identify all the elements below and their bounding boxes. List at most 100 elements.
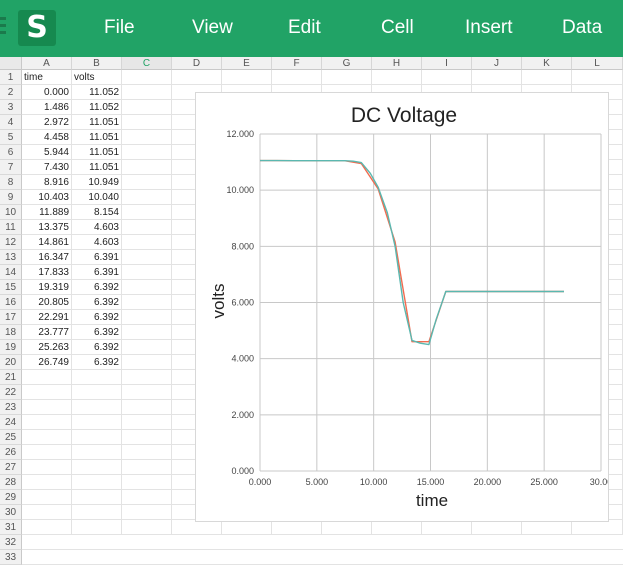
- row-header[interactable]: 1: [0, 70, 22, 85]
- cell-time[interactable]: 22.291: [38, 312, 69, 323]
- cell-volts[interactable]: 4.603: [93, 222, 119, 233]
- cell-time[interactable]: 7.430: [43, 162, 69, 173]
- cell-time[interactable]: 5.944: [43, 147, 69, 158]
- cell-time[interactable]: 26.749: [38, 357, 69, 368]
- row-header[interactable]: 7: [0, 160, 22, 175]
- cell-time[interactable]: 2.972: [43, 117, 69, 128]
- cell-volts[interactable]: 11.051: [89, 147, 119, 158]
- select-all-corner[interactable]: [0, 57, 22, 70]
- chart-panel[interactable]: 0.000 5.000 10.000 15.000 20.000 25.000 30.00 0…: [195, 92, 612, 522]
- cell-volts[interactable]: 11.052: [89, 87, 119, 98]
- row-header[interactable]: 4: [0, 115, 22, 130]
- row-header[interactable]: 9: [0, 190, 22, 205]
- cell-volts[interactable]: 8.154: [93, 207, 119, 218]
- row-header[interactable]: 23: [0, 400, 22, 415]
- column-header-f[interactable]: F: [272, 57, 322, 70]
- row-header[interactable]: 32: [0, 535, 22, 550]
- cell-time[interactable]: 17.833: [38, 267, 69, 278]
- cell-volts[interactable]: 11.051: [89, 162, 119, 173]
- cell-time[interactable]: 1.486: [43, 102, 69, 113]
- row-header[interactable]: 3: [0, 100, 22, 115]
- cell-volts[interactable]: 11.051: [89, 132, 119, 143]
- row-header[interactable]: 12: [0, 235, 22, 250]
- cell-volts[interactable]: 6.392: [93, 342, 119, 353]
- column-header-b[interactable]: B: [72, 57, 122, 70]
- cell-volts[interactable]: 4.603: [93, 237, 119, 248]
- cell-volts[interactable]: 6.392: [93, 357, 119, 368]
- cell-time[interactable]: 8.916: [43, 177, 69, 188]
- menu-data[interactable]: Data: [562, 17, 603, 38]
- menu-view[interactable]: View: [192, 17, 233, 38]
- cell-time[interactable]: 4.458: [43, 132, 69, 143]
- x-axis-label: time: [416, 491, 448, 510]
- column-header-i[interactable]: I: [422, 57, 472, 70]
- menu-cell[interactable]: Cell: [381, 17, 414, 38]
- column-header-d[interactable]: D: [172, 57, 222, 70]
- row-header[interactable]: 31: [0, 520, 22, 535]
- column-header-j[interactable]: J: [472, 57, 522, 70]
- column-header-h[interactable]: H: [372, 57, 422, 70]
- column-header-e[interactable]: E: [222, 57, 272, 70]
- cell-volts[interactable]: 6.392: [93, 327, 119, 338]
- cell-header[interactable]: time: [24, 72, 43, 83]
- row-header[interactable]: 2: [0, 85, 22, 100]
- cell-volts[interactable]: 11.052: [89, 102, 119, 113]
- cell-volts[interactable]: 11.051: [89, 117, 119, 128]
- row-header[interactable]: 16: [0, 295, 22, 310]
- cell-time[interactable]: 10.403: [38, 192, 69, 203]
- row-header[interactable]: 17: [0, 310, 22, 325]
- app-logo-icon[interactable]: S: [18, 10, 56, 46]
- row-header[interactable]: 22: [0, 385, 22, 400]
- cell-volts[interactable]: 10.949: [88, 177, 119, 188]
- row-header[interactable]: 30: [0, 505, 22, 520]
- cell-time[interactable]: 0.000: [43, 87, 69, 98]
- column-header-g[interactable]: G: [322, 57, 372, 70]
- row-header[interactable]: 14: [0, 265, 22, 280]
- menu-file[interactable]: File: [104, 17, 135, 38]
- row-header[interactable]: 27: [0, 460, 22, 475]
- cell-time[interactable]: 11.889: [39, 207, 69, 218]
- cell-time[interactable]: 25.263: [38, 342, 69, 353]
- row-header[interactable]: 6: [0, 145, 22, 160]
- row-header[interactable]: 5: [0, 130, 22, 145]
- menu-edit[interactable]: Edit: [288, 17, 321, 38]
- x-tick-label: 20.000: [474, 477, 502, 487]
- logo-glyph: S: [26, 10, 48, 45]
- cell-volts[interactable]: 6.391: [93, 267, 119, 278]
- row-header[interactable]: 13: [0, 250, 22, 265]
- row-header[interactable]: 33: [0, 550, 22, 565]
- cell-time[interactable]: 23.777: [38, 327, 69, 338]
- row-header[interactable]: 29: [0, 490, 22, 505]
- column-header-k[interactable]: K: [522, 57, 572, 70]
- row-header[interactable]: 25: [0, 430, 22, 445]
- y-tick-label: 8.000: [231, 241, 254, 251]
- row-header[interactable]: 19: [0, 340, 22, 355]
- hamburger-menu-icon[interactable]: [0, 17, 6, 39]
- row-header[interactable]: 8: [0, 175, 22, 190]
- row-header[interactable]: 15: [0, 280, 22, 295]
- cell-volts[interactable]: 6.392: [93, 282, 119, 293]
- row-header[interactable]: 11: [0, 220, 22, 235]
- cell-time[interactable]: 14.861: [38, 237, 69, 248]
- cell-volts[interactable]: 6.392: [93, 312, 119, 323]
- row-header[interactable]: 24: [0, 415, 22, 430]
- column-header-c[interactable]: C: [122, 57, 172, 70]
- y-tick-label: 10.000: [226, 185, 254, 195]
- row-header[interactable]: 20: [0, 355, 22, 370]
- column-header-l[interactable]: L: [572, 57, 623, 70]
- column-header-a[interactable]: A: [22, 57, 72, 70]
- row-header[interactable]: 18: [0, 325, 22, 340]
- row-header[interactable]: 28: [0, 475, 22, 490]
- row-header[interactable]: 10: [0, 205, 22, 220]
- cell-time[interactable]: 13.375: [38, 222, 69, 233]
- cell-header[interactable]: volts: [74, 72, 95, 83]
- cell-time[interactable]: 20.805: [38, 297, 69, 308]
- cell-time[interactable]: 16.347: [38, 252, 69, 263]
- row-header[interactable]: 26: [0, 445, 22, 460]
- cell-volts[interactable]: 10.040: [88, 192, 119, 203]
- cell-time[interactable]: 19.319: [38, 282, 69, 293]
- cell-volts[interactable]: 6.391: [93, 252, 119, 263]
- menu-insert[interactable]: Insert: [465, 17, 513, 38]
- row-header[interactable]: 21: [0, 370, 22, 385]
- cell-volts[interactable]: 6.392: [93, 297, 119, 308]
